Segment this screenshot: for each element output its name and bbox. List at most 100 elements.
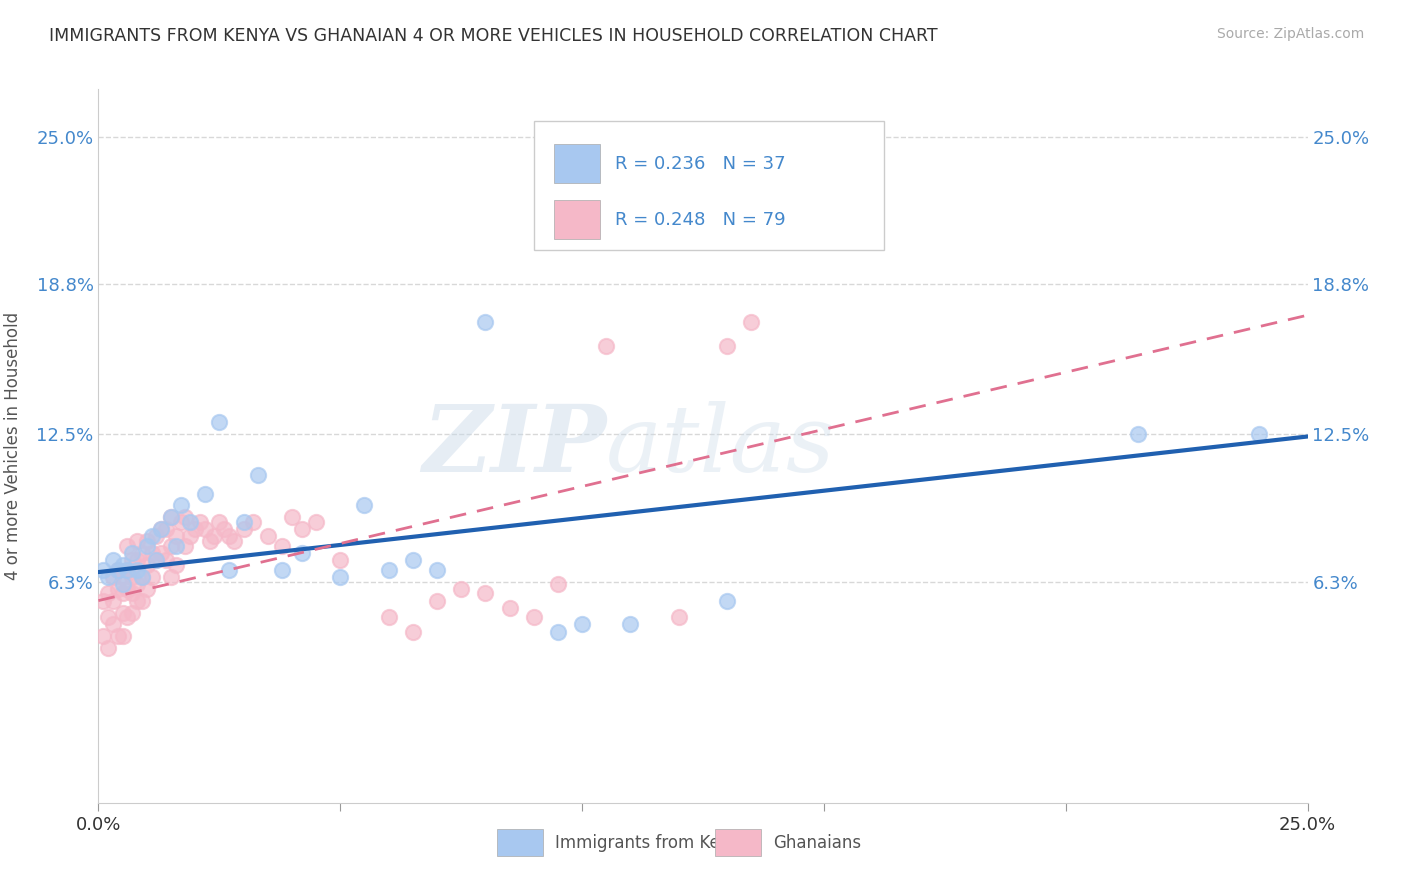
Point	[135, 558, 157, 572]
Point	[150, 546, 173, 560]
Point	[101, 617, 124, 632]
Point	[668, 610, 690, 624]
Point	[179, 515, 201, 529]
Point	[232, 515, 254, 529]
Point	[547, 577, 569, 591]
Point	[402, 624, 425, 639]
Point	[107, 563, 129, 577]
Point	[127, 563, 149, 577]
Point	[101, 570, 124, 584]
Point	[174, 510, 197, 524]
Point	[117, 582, 139, 596]
Point	[127, 534, 149, 549]
Point	[141, 529, 163, 543]
Point	[218, 529, 240, 543]
Point	[353, 499, 375, 513]
Point	[305, 515, 328, 529]
Point	[107, 629, 129, 643]
Point	[377, 563, 399, 577]
Point	[91, 563, 114, 577]
Point	[101, 553, 124, 567]
Point	[256, 529, 278, 543]
Text: ZIP: ZIP	[422, 401, 606, 491]
Point	[141, 570, 163, 584]
Point	[498, 600, 520, 615]
Point	[145, 553, 167, 567]
Point	[111, 606, 134, 620]
Point	[212, 522, 235, 536]
Point	[194, 486, 217, 500]
Point	[91, 629, 114, 643]
Point	[97, 610, 120, 624]
Point	[121, 546, 143, 560]
Point	[121, 586, 143, 600]
Point	[184, 522, 207, 536]
Point	[619, 617, 641, 632]
Point	[218, 563, 240, 577]
Point	[377, 610, 399, 624]
Point	[547, 624, 569, 639]
Point	[426, 563, 449, 577]
Point	[131, 593, 153, 607]
Point	[426, 593, 449, 607]
Point	[271, 563, 294, 577]
Point	[150, 522, 173, 536]
Point	[1128, 427, 1150, 442]
Point	[169, 499, 191, 513]
Point	[121, 570, 143, 584]
Point	[145, 529, 167, 543]
Point	[571, 617, 593, 632]
Point	[281, 510, 304, 524]
Point	[121, 553, 143, 567]
Point	[1249, 427, 1271, 442]
Point	[117, 539, 139, 553]
Y-axis label: 4 or more Vehicles in Household: 4 or more Vehicles in Household	[4, 312, 22, 580]
Point	[247, 467, 270, 482]
Point	[242, 515, 264, 529]
Text: Ghanaians: Ghanaians	[773, 834, 862, 852]
Point	[716, 593, 738, 607]
Point	[97, 641, 120, 656]
Point	[474, 586, 496, 600]
Text: Source: ZipAtlas.com: Source: ZipAtlas.com	[1216, 27, 1364, 41]
Point	[474, 315, 496, 329]
Point	[174, 539, 197, 553]
Point	[121, 606, 143, 620]
Point	[117, 610, 139, 624]
Point	[165, 529, 187, 543]
Point	[141, 546, 163, 560]
Point	[204, 529, 226, 543]
Point	[595, 339, 617, 353]
Point	[271, 539, 294, 553]
Point	[155, 522, 177, 536]
Point	[165, 558, 187, 572]
Point	[111, 570, 134, 584]
Point	[160, 510, 183, 524]
Point	[188, 515, 211, 529]
Point	[135, 582, 157, 596]
Point	[208, 515, 231, 529]
Point	[169, 515, 191, 529]
Point	[179, 529, 201, 543]
Point	[208, 415, 231, 429]
Point	[145, 553, 167, 567]
Point	[329, 570, 352, 584]
Point	[450, 582, 472, 596]
Point	[135, 539, 157, 553]
Point	[97, 570, 120, 584]
Point	[117, 563, 139, 577]
Point	[101, 593, 124, 607]
Point	[131, 570, 153, 584]
Point	[329, 553, 352, 567]
Point	[131, 546, 153, 560]
Point	[111, 629, 134, 643]
Point	[111, 586, 134, 600]
Point	[131, 570, 153, 584]
Text: IMMIGRANTS FROM KENYA VS GHANAIAN 4 OR MORE VEHICLES IN HOUSEHOLD CORRELATION CH: IMMIGRANTS FROM KENYA VS GHANAIAN 4 OR M…	[49, 27, 938, 45]
Point	[150, 522, 173, 536]
Point	[232, 522, 254, 536]
Point	[523, 610, 546, 624]
Point	[194, 522, 217, 536]
Point	[290, 522, 312, 536]
FancyBboxPatch shape	[498, 830, 543, 856]
